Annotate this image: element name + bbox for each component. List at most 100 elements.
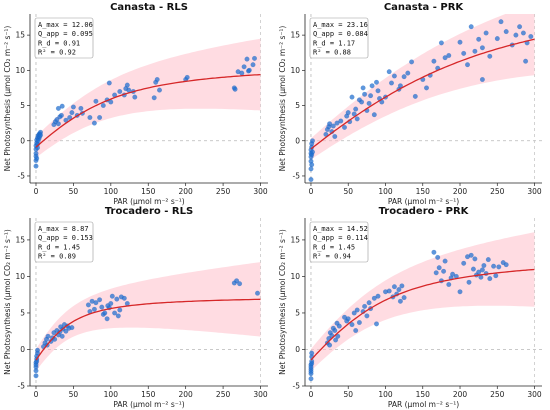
data-point [121,295,127,301]
data-point [342,124,347,130]
data-point [115,313,121,319]
data-point [389,80,394,86]
panel-title: Trocadero - RLS [105,206,193,217]
data-point [308,177,314,182]
data-point [354,307,360,313]
data-point [354,116,360,122]
data-point [33,373,39,379]
fit-parameter-text: Q_app = 0.084 [313,30,368,38]
data-point [255,290,260,296]
data-point [234,278,240,284]
data-point [366,100,372,106]
fit-parameter-text: R² = 0.92 [38,49,76,57]
y-tick-label: 10 [15,66,25,75]
data-point [108,301,114,306]
x-tick-label: 250 [216,390,231,399]
data-point [106,80,112,86]
data-point [483,30,489,36]
y-tick-label: 5 [295,309,300,318]
panel-title: Trocadero - PRK [379,206,470,217]
data-point [353,106,359,112]
data-point [528,34,534,39]
fit-curve [35,73,261,148]
data-point [399,283,405,289]
x-tick-label: 50 [343,187,353,196]
data-point [457,39,463,45]
data-point [359,99,365,105]
data-point [310,149,315,155]
x-axis-label: PAR (μmol m⁻² s⁻¹) [388,197,459,206]
fit-parameter-text: A_max = 8.87 [38,225,89,233]
data-point [362,91,368,97]
data-point [391,73,397,79]
fit-parameter-text: R² = 0.88 [313,49,351,57]
data-point [309,162,315,168]
fit-parameters-box [34,17,94,59]
data-point [69,325,75,331]
data-point [436,265,442,271]
fit-parameters-box [309,221,369,263]
data-point [386,288,392,294]
x-tick-label: 150 [416,187,431,196]
data-point [114,296,120,302]
data-point [391,284,397,290]
data-point [494,36,500,42]
data-point [472,256,478,262]
data-point [513,32,519,38]
panel-title: Canasta - RLS [110,2,188,13]
x-tick-label: 50 [343,390,353,399]
chart-panel-1: 0 50 100 150 200 250 300 -5 0 5 10 15 Canasta - RLS P… [3,2,268,206]
data-point [309,350,315,356]
data-point [336,323,342,329]
y-tick-label: -5 [293,172,301,181]
data-point [59,103,65,109]
chart-panel-4: 0 50 100 150 200 250 300 -5 0 5 10 15 Trocadero - PR… [278,206,542,409]
data-point [132,94,138,100]
data-point [100,103,106,108]
data-point [33,163,39,169]
x-tick-label: 300 [253,187,268,196]
x-tick-label: 200 [179,390,194,399]
data-point [91,306,97,312]
data-point [117,307,123,313]
x-tick-label: 250 [490,390,505,399]
data-point [386,69,392,75]
x-tick-label: 0 [34,390,39,399]
x-tick-label: 50 [69,390,79,399]
data-point [396,287,402,293]
data-point [308,166,314,172]
data-point [63,328,69,334]
x-tick-label: 0 [309,390,314,399]
data-point [151,95,157,101]
data-point [498,19,504,25]
x-tick-label: 50 [69,187,79,196]
y-axis-label: Net Photosynthesis (μmol CO₂ m⁻² s⁻¹) [3,229,12,375]
data-point [332,328,338,333]
data-point [55,121,61,127]
x-tick-label: 200 [453,390,468,399]
confidence-band [36,262,261,371]
x-tick-label: 100 [378,390,393,399]
data-point [461,50,467,56]
y-tick-label: 0 [295,345,300,354]
x-tick-label: 100 [104,390,119,399]
data-point [479,77,485,82]
y-tick-label: -5 [293,382,301,391]
data-point [468,252,474,258]
data-point [250,62,256,68]
y-tick-label: 5 [20,101,25,110]
data-point [104,316,110,322]
data-point [431,58,437,64]
x-tick-label: 300 [253,390,268,399]
data-point [252,55,257,61]
data-point [401,295,407,301]
data-point [97,297,103,303]
data-point [375,88,381,94]
x-axis-label: PAR (μmol m⁻² s⁻¹) [113,197,184,206]
fit-parameter-text: R² = 0.89 [38,253,76,261]
y-tick-label: -5 [18,172,26,181]
data-point [431,249,437,255]
fit-parameter-text: R_d = 1.45 [38,243,80,251]
data-point [496,264,502,270]
